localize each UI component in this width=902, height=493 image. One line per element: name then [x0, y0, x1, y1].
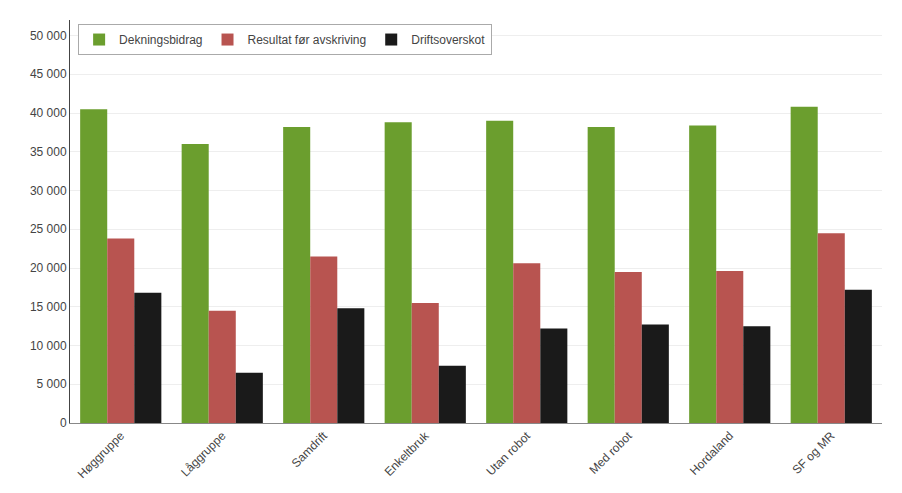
svg-text:5 000: 5 000: [37, 377, 67, 391]
svg-text:45 000: 45 000: [30, 67, 67, 81]
svg-text:25 000: 25 000: [30, 222, 67, 236]
svg-text:Låggruppe: Låggruppe: [178, 429, 229, 480]
svg-text:Samdrift: Samdrift: [289, 428, 331, 470]
svg-text:0: 0: [60, 416, 67, 430]
svg-text:35 000: 35 000: [30, 145, 67, 159]
svg-text:15 000: 15 000: [30, 300, 67, 314]
svg-text:Med robot: Med robot: [587, 428, 636, 477]
svg-text:30 000: 30 000: [30, 184, 67, 198]
svg-text:Resultat før avskriving: Resultat før avskriving: [248, 33, 367, 47]
svg-text:SF og MR: SF og MR: [790, 429, 838, 477]
svg-text:Høggruppe: Høggruppe: [75, 429, 128, 482]
svg-text:Driftsoverskot: Driftsoverskot: [411, 33, 485, 47]
svg-text:10 000: 10 000: [30, 339, 67, 353]
svg-text:50 000: 50 000: [30, 29, 67, 43]
svg-text:Dekningsbidrag: Dekningsbidrag: [119, 33, 202, 47]
svg-text:40 000: 40 000: [30, 106, 67, 120]
svg-text:Utan robot: Utan robot: [484, 428, 534, 478]
svg-text:Enkeltbruk: Enkeltbruk: [382, 428, 433, 479]
svg-text:Hordaland: Hordaland: [687, 429, 736, 478]
svg-text:20 000: 20 000: [30, 261, 67, 275]
